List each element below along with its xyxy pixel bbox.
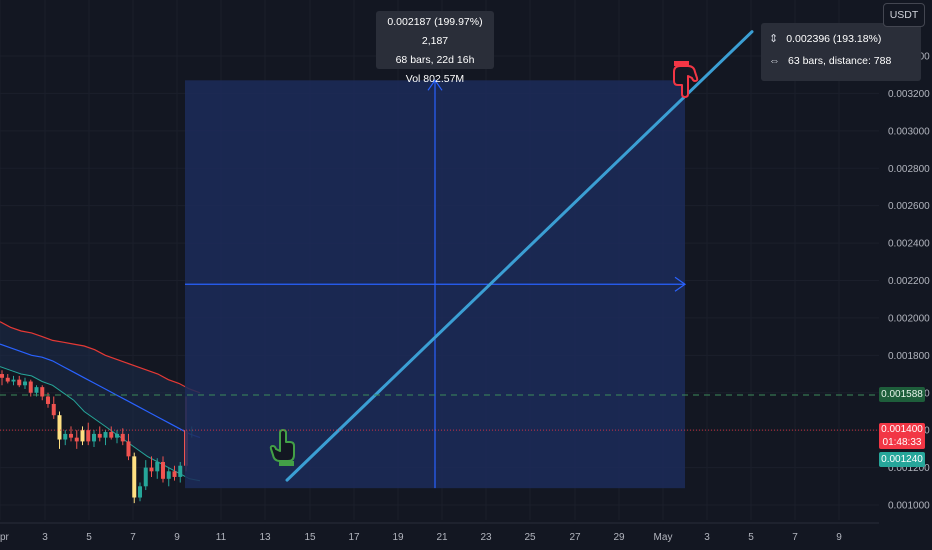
candle-body — [132, 456, 137, 498]
candle-body — [126, 441, 131, 457]
candle-body — [74, 437, 79, 442]
time-tick-label: 9 — [174, 532, 180, 543]
price-tick-label: 0.002200 — [888, 276, 930, 287]
candle-body — [97, 433, 102, 438]
candle-body — [23, 381, 27, 386]
time-tick-label: 29 — [613, 532, 625, 543]
candle-body — [138, 486, 142, 498]
price-tick-label: 0.002800 — [888, 164, 930, 175]
candle-body — [166, 471, 171, 479]
trendline-price-change: 0.002396 (193.18%) — [786, 32, 882, 45]
time-tick-label: 11 — [216, 532, 227, 543]
bar-countdown: 01:48:33 — [882, 436, 922, 448]
range-right-arrowhead — [674, 276, 687, 292]
range-measure-bars: 68 bars, 22d 16h — [395, 54, 475, 66]
vertical-range-icon: ⇕ — [769, 33, 779, 45]
candle-body — [63, 433, 68, 440]
candle-body — [0, 374, 4, 378]
trend-line[interactable] — [285, 30, 754, 482]
candle-body — [155, 461, 160, 472]
price-tick-label: 0.002400 — [888, 239, 930, 250]
candle-body — [46, 396, 50, 404]
price-lines — [0, 394, 879, 431]
candle-body — [28, 381, 33, 393]
trendline-price-row: ⇕ 0.002396 (193.18%) — [769, 32, 882, 46]
candle-body — [103, 432, 108, 438]
price-tick-label: 0.003200 — [888, 89, 930, 100]
price-tick-label: 0.002600 — [888, 201, 930, 212]
time-tick-label: 17 — [348, 532, 360, 543]
candle-body — [120, 433, 125, 442]
candle-body — [17, 379, 22, 386]
candle-body — [5, 377, 10, 382]
range-measure-price-change: 0.002187 (199.97%) 2,187 — [387, 16, 483, 47]
time-axis[interactable]: pr 3 5 7 9 11 13 15 17 19 21 23 25 27 29 May 3 5 7 9 — [0, 522, 879, 543]
candle-body — [11, 379, 16, 382]
candle-body — [80, 430, 85, 442]
range-measure-volume: Vol 802.57M — [405, 73, 465, 85]
time-tick-label: 3 — [42, 532, 48, 543]
trendline-bars-distance: 63 bars, distance: 788 — [788, 55, 892, 67]
price-tick-label: 0.001800 — [888, 351, 930, 362]
last-price-tag: 0.001400 01:48:33 — [879, 423, 925, 449]
trendline-measure-tooltip: ⇕ 0.002396 (193.18%) ⇔ 63 bars, distance… — [761, 23, 921, 81]
green-hand-pointer-icon[interactable] — [269, 429, 295, 466]
candle-body — [92, 433, 96, 442]
candle-body — [69, 433, 73, 438]
candle-body — [51, 403, 56, 416]
time-tick-label: 7 — [130, 532, 136, 543]
candle-body — [40, 387, 45, 397]
red-hand-pointer-icon[interactable] — [673, 61, 699, 98]
candle-body — [115, 433, 119, 438]
range-up-arrowhead — [427, 79, 443, 91]
candle-body — [149, 467, 154, 472]
candle-body — [178, 465, 183, 477]
time-tick-label: pr — [0, 532, 10, 543]
bollinger-upper — [0, 321, 201, 394]
range-measure-tooltip: 0.002187 (199.97%) 2,187 68 bars, 22d 16… — [376, 11, 494, 85]
last-price-value: 0.001400 — [881, 424, 923, 435]
currency-selector-button[interactable]: USDT — [883, 3, 925, 27]
cyan-price-tag: 0.001240 — [879, 452, 925, 467]
candle-body — [34, 387, 39, 393]
time-tick-label: 5 — [748, 532, 754, 543]
price-tick-label: 0.002000 — [888, 313, 930, 324]
time-tick-label: 27 — [569, 532, 581, 543]
candle-body — [109, 432, 114, 438]
price-tick-label: 0.003000 — [888, 126, 930, 137]
green-price-tag: 0.001588 — [879, 387, 925, 402]
time-tick-label: 5 — [86, 532, 92, 543]
time-tick-label: 23 — [480, 532, 492, 543]
candle-body — [161, 461, 165, 479]
time-tick-label: 25 — [524, 532, 536, 543]
trendline-bars-row: ⇔ 63 bars, distance: 788 — [769, 55, 891, 67]
candle-body — [57, 415, 62, 440]
candle-body — [143, 467, 148, 487]
horizontal-range-icon: ⇔ — [769, 55, 780, 67]
price-tick-label: 0.001000 — [888, 501, 930, 512]
bollinger-lower — [0, 366, 201, 482]
candle-body — [172, 471, 177, 477]
time-tick-label: 7 — [792, 532, 798, 543]
bollinger-mid — [0, 343, 201, 439]
time-tick-label: 9 — [836, 532, 842, 543]
price-range-projection[interactable] — [185, 30, 754, 489]
price-tick-label: 0.001200 — [888, 463, 930, 474]
bollinger-bands — [0, 321, 201, 482]
time-tick-label: May — [654, 532, 673, 543]
time-tick-label: 21 — [436, 532, 448, 543]
time-tick-label: 19 — [392, 532, 404, 543]
price-axis[interactable]: 0.0034000.0032000.0030000.0028000.002600… — [879, 0, 932, 550]
time-tick-label: 3 — [704, 532, 710, 543]
bollinger-fill — [0, 321, 200, 481]
time-tick-label: 15 — [304, 532, 316, 543]
candle-body — [86, 430, 91, 442]
time-tick-label: 13 — [259, 532, 271, 543]
